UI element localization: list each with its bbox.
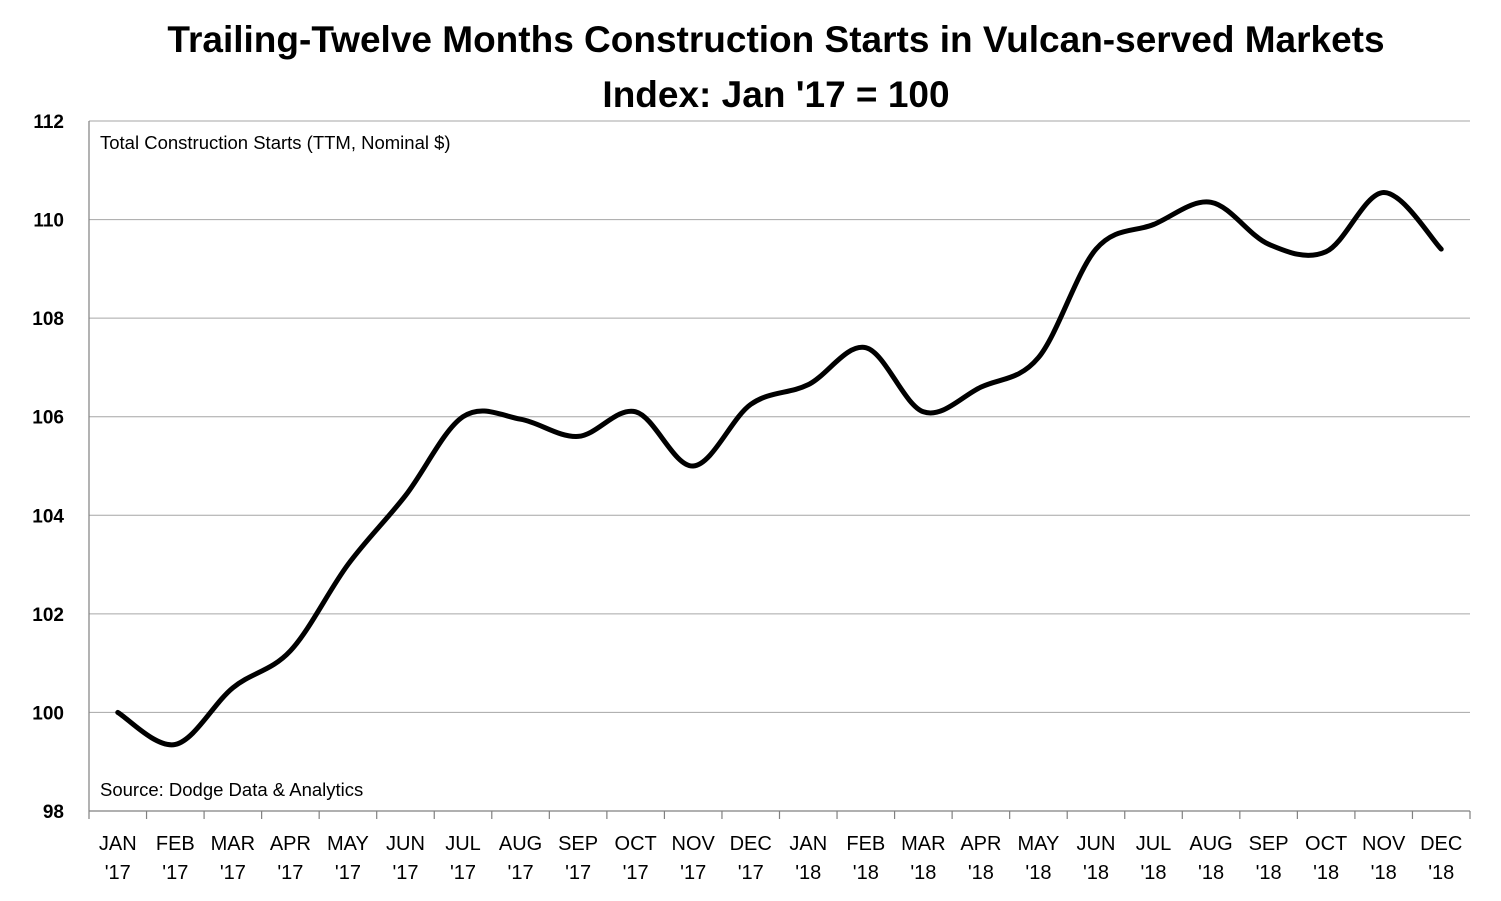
x-tick-month: MAR <box>901 833 945 855</box>
x-tick-month: SEP <box>558 833 598 855</box>
x-tick-month: DEC <box>1420 833 1462 855</box>
x-tick-label: APR '18 <box>960 833 1001 884</box>
x-tick-year: '17 <box>220 862 246 884</box>
x-tick-month: MAR <box>211 833 255 855</box>
x-tick-year: '17 <box>335 862 361 884</box>
x-tick-label: NOV '18 <box>1362 833 1406 884</box>
x-tick-label: MAY '17 <box>327 833 369 884</box>
x-tick-month: JAN <box>789 833 827 855</box>
x-tick-month: NOV <box>672 833 716 855</box>
x-tick-year: '18 <box>910 862 936 884</box>
x-tick-year: '18 <box>1140 862 1166 884</box>
x-tick-month: NOV <box>1362 833 1406 855</box>
x-tick-month: FEB <box>156 833 195 855</box>
x-tick-month: DEC <box>730 833 772 855</box>
x-tick-year: '17 <box>565 862 591 884</box>
y-axis-tick-labels: 98 100 102 104 106 108 110 112 <box>32 112 64 823</box>
chart-title: Trailing-Twelve Months Construction Star… <box>167 19 1384 60</box>
x-tick-year: '17 <box>623 862 649 884</box>
x-tick-year: '18 <box>1083 862 1109 884</box>
x-tick-month: JUL <box>445 833 481 855</box>
x-tick-year: '17 <box>450 862 476 884</box>
x-tick-month: JAN <box>99 833 137 855</box>
x-tick-label: JAN '17 <box>99 833 137 884</box>
x-tick-label: JAN '18 <box>789 833 827 884</box>
axes <box>88 121 1471 819</box>
x-tick-label: FEB '17 <box>156 833 195 884</box>
x-tick-label: JUL '18 <box>1136 833 1172 884</box>
x-tick-month: OCT <box>1305 833 1347 855</box>
x-tick-label: OCT '17 <box>615 833 657 884</box>
x-tick-month: JUN <box>386 833 425 855</box>
x-tick-label: MAR '17 <box>211 833 255 884</box>
x-tick-year: '17 <box>680 862 706 884</box>
x-tick-month: MAY <box>327 833 369 855</box>
y-tick-label: 110 <box>33 211 64 232</box>
x-tick-label: MAY '18 <box>1018 833 1060 884</box>
x-tick-year: '17 <box>508 862 534 884</box>
x-tick-label: JUN '18 <box>1077 833 1116 884</box>
x-tick-label: APR '17 <box>270 833 311 884</box>
y-tick-label: 112 <box>33 112 64 133</box>
x-tick-year: '18 <box>1313 862 1339 884</box>
x-tick-label: AUG '17 <box>499 833 542 884</box>
x-tick-month: JUL <box>1136 833 1172 855</box>
x-tick-label: AUG '18 <box>1189 833 1232 884</box>
x-tick-month: SEP <box>1249 833 1289 855</box>
x-tick-label: JUL '17 <box>445 833 481 884</box>
x-tick-label: MAR '18 <box>901 833 945 884</box>
x-tick-year: '17 <box>738 862 764 884</box>
y-tick-label: 104 <box>32 506 64 527</box>
series-line-total-construction-starts <box>115 189 1444 748</box>
x-tick-month: MAY <box>1018 833 1060 855</box>
x-tick-label: DEC '17 <box>730 833 772 884</box>
x-tick-month: AUG <box>499 833 542 855</box>
x-tick-year: '18 <box>1256 862 1282 884</box>
x-tick-month: FEB <box>846 833 885 855</box>
series-layer <box>115 189 1444 748</box>
x-tick-label: OCT '18 <box>1305 833 1347 884</box>
y-tick-label: 98 <box>43 802 64 823</box>
x-tick-label: NOV '17 <box>672 833 716 884</box>
x-tick-month: APR <box>960 833 1001 855</box>
x-tick-month: AUG <box>1189 833 1232 855</box>
x-tick-year: '17 <box>105 862 131 884</box>
x-tick-year: '18 <box>795 862 821 884</box>
x-tick-year: '18 <box>1428 862 1454 884</box>
y-tick-label: 102 <box>32 605 64 626</box>
x-tick-label: FEB '18 <box>846 833 885 884</box>
x-tick-year: '17 <box>162 862 188 884</box>
x-axis-tick-labels: JAN '17 FEB '17 MAR '17 APR '17 MAY '17 JUN '17 JUL '… <box>99 833 1462 884</box>
source-annotation: Source: Dodge Data & Analytics <box>100 779 363 800</box>
x-tick-label: JUN '17 <box>386 833 425 884</box>
x-tick-year: '18 <box>968 862 994 884</box>
x-tick-year: '18 <box>853 862 879 884</box>
x-tick-label: DEC '18 <box>1420 833 1462 884</box>
series-label-annotation: Total Construction Starts (TTM, Nominal … <box>100 132 451 153</box>
x-tick-year: '18 <box>1371 862 1397 884</box>
x-tick-month: APR <box>270 833 311 855</box>
y-tick-label: 100 <box>32 703 64 724</box>
x-tick-year: '18 <box>1198 862 1224 884</box>
y-tick-label: 106 <box>32 408 64 429</box>
x-tick-year: '17 <box>277 862 303 884</box>
y-tick-label: 108 <box>32 309 64 330</box>
x-tick-month: OCT <box>615 833 657 855</box>
x-tick-label: SEP '17 <box>558 833 598 884</box>
x-tick-month: JUN <box>1077 833 1116 855</box>
chart-subtitle: Index: Jan '17 = 100 <box>602 74 949 115</box>
x-tick-year: '17 <box>392 862 418 884</box>
x-tick-year: '18 <box>1025 862 1051 884</box>
x-tick-label: SEP '18 <box>1249 833 1289 884</box>
